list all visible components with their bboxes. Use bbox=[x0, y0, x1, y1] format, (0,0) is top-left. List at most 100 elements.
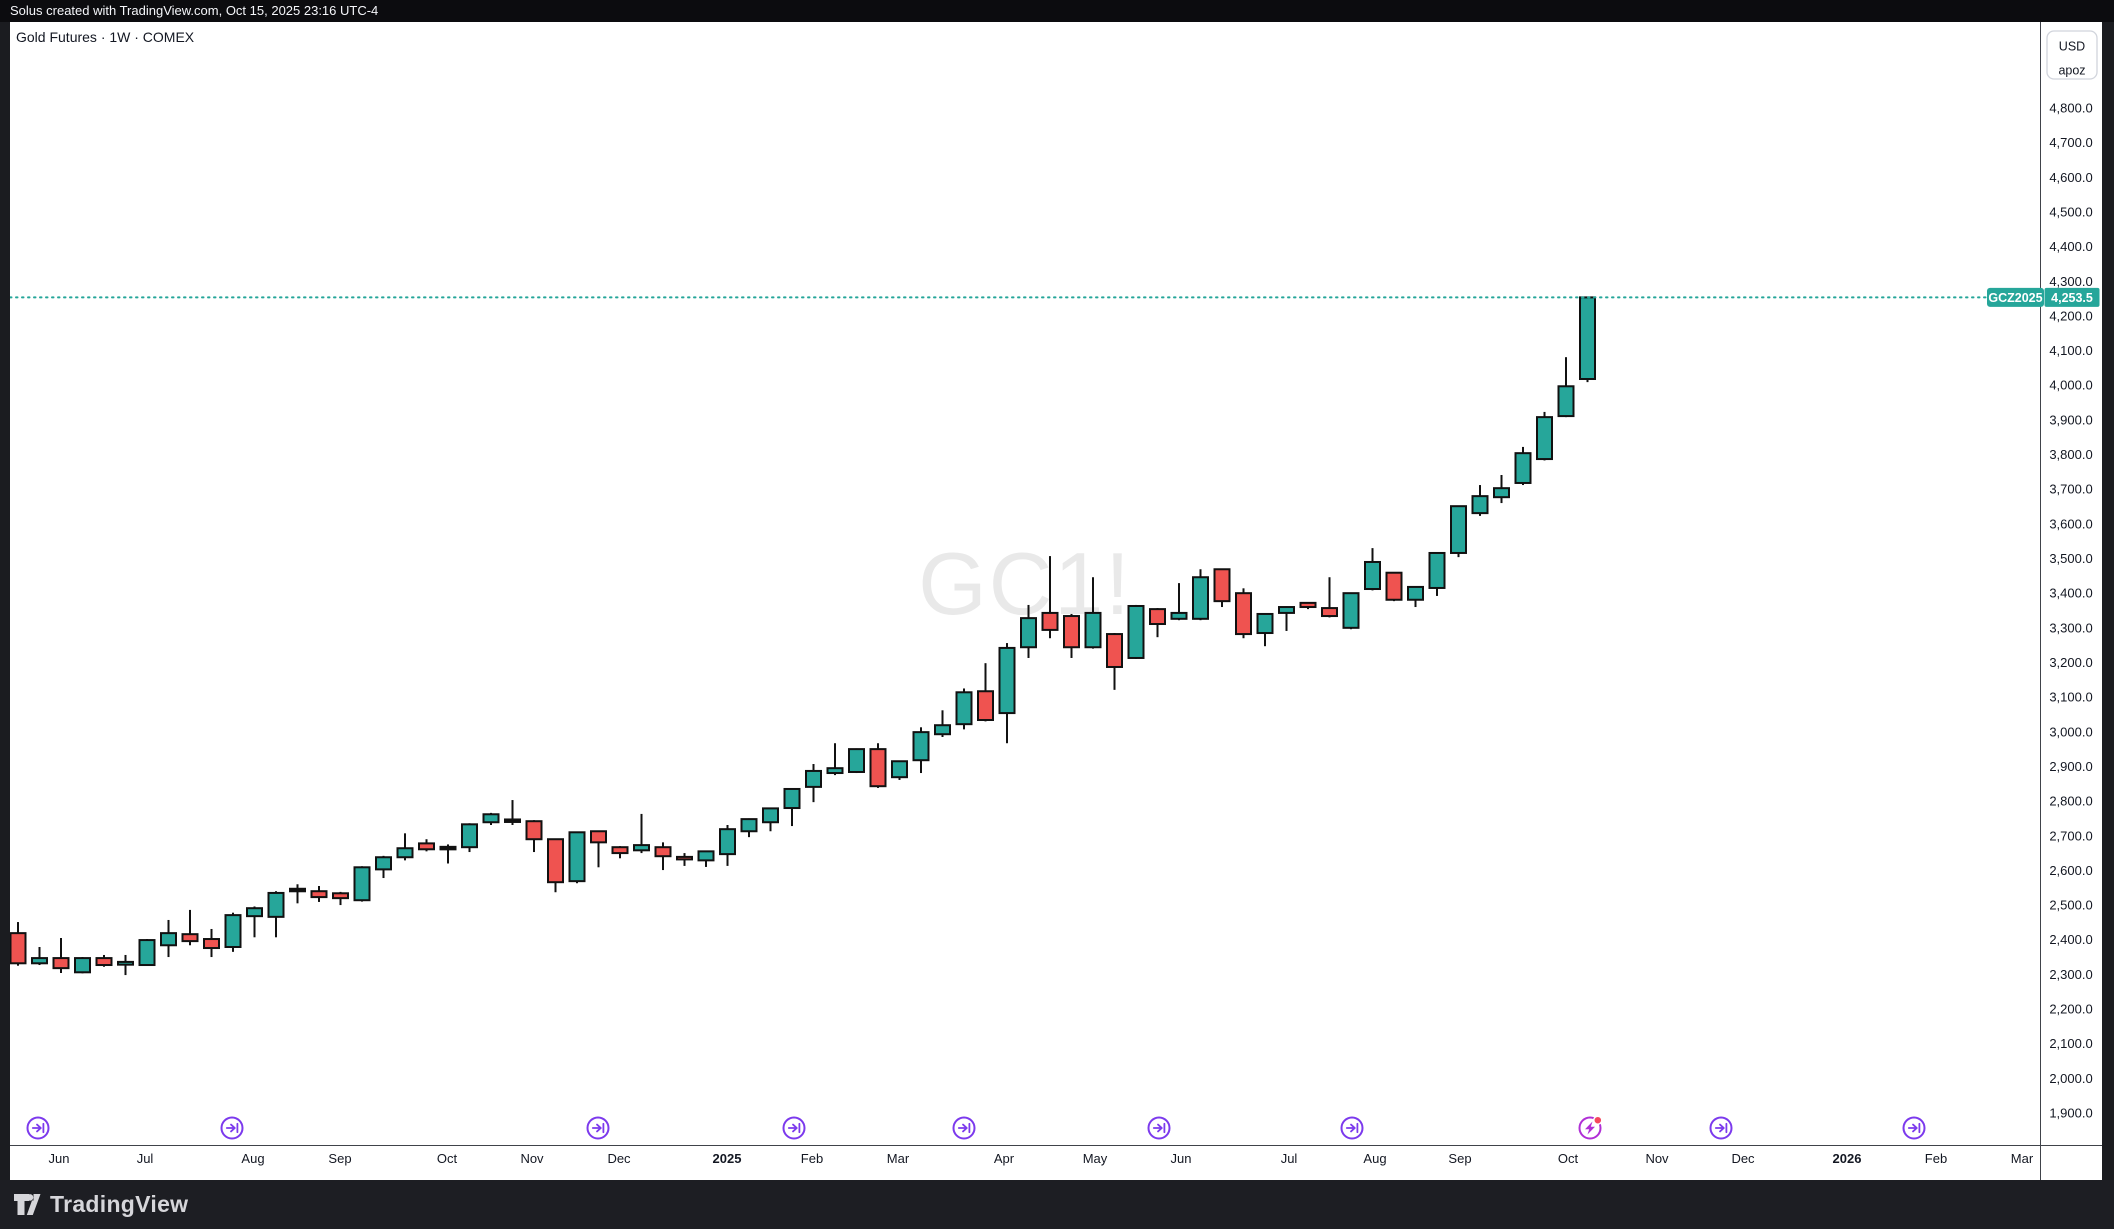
candle-body bbox=[654, 846, 672, 858]
candle-body bbox=[590, 830, 607, 844]
candle-body bbox=[869, 748, 887, 788]
candle-body bbox=[547, 838, 564, 884]
candle-body bbox=[1127, 604, 1145, 659]
price-tick-label: 4,600.0 bbox=[2049, 170, 2092, 185]
skip-arrow-glyph bbox=[1714, 1122, 1728, 1134]
price-tick-label: 2,400.0 bbox=[2049, 932, 2092, 947]
price-tick-label: 4,100.0 bbox=[2049, 343, 2092, 358]
candle-body bbox=[1213, 568, 1231, 603]
candle-body bbox=[1428, 551, 1446, 589]
candle-body bbox=[805, 769, 822, 788]
candle-body bbox=[418, 842, 435, 851]
candle-body bbox=[1020, 617, 1037, 649]
unit-currency: USD bbox=[2059, 40, 2085, 54]
price-tick-label: 2,800.0 bbox=[2049, 794, 2092, 809]
candle-body bbox=[762, 807, 779, 824]
skip-arrow-glyph bbox=[31, 1122, 45, 1134]
candle-body bbox=[611, 846, 629, 855]
price-tick-label: 3,900.0 bbox=[2049, 412, 2092, 427]
candle-body bbox=[1235, 592, 1252, 636]
candle-body bbox=[31, 957, 48, 965]
price-tick-label: 3,600.0 bbox=[2049, 516, 2092, 531]
price-tick-label: 3,200.0 bbox=[2049, 655, 2092, 670]
candle-body bbox=[224, 914, 242, 948]
price-tick-label: 2,900.0 bbox=[2049, 759, 2092, 774]
series-label: GCZ2025 bbox=[1988, 291, 2042, 305]
candle-body bbox=[246, 907, 263, 918]
current-price-label: 4,253.5 bbox=[2051, 291, 2093, 305]
month-label: Nov bbox=[1645, 1151, 1669, 1166]
month-label: Nov bbox=[520, 1151, 544, 1166]
candle-body bbox=[1385, 571, 1403, 601]
candle-body bbox=[461, 823, 478, 849]
candle-body bbox=[1063, 615, 1080, 649]
month-label: Oct bbox=[437, 1151, 458, 1166]
candle-body bbox=[1493, 487, 1510, 499]
month-label: Dec bbox=[1731, 1151, 1755, 1166]
candle-body bbox=[289, 887, 306, 893]
chart-pane[interactable] bbox=[10, 22, 2040, 1145]
skip-arrow-glyph bbox=[1345, 1122, 1359, 1134]
candle-body bbox=[633, 844, 650, 852]
candle-body bbox=[267, 891, 285, 918]
month-label: Feb bbox=[1925, 1151, 1947, 1166]
series-label-box bbox=[1987, 287, 2044, 307]
price-tick-label: 2,600.0 bbox=[2049, 863, 2092, 878]
month-label: Feb bbox=[801, 1151, 823, 1166]
price-tick-label: 3,400.0 bbox=[2049, 586, 2092, 601]
skip-arrow-glyph bbox=[591, 1122, 605, 1134]
candle-body bbox=[353, 866, 371, 902]
current-price-label-box bbox=[2044, 287, 2100, 307]
month-label: Mar bbox=[2011, 1151, 2034, 1166]
price-tick-label: 4,200.0 bbox=[2049, 308, 2092, 323]
month-label: Apr bbox=[994, 1151, 1015, 1166]
candle-body bbox=[1149, 608, 1166, 626]
candle-body bbox=[310, 890, 328, 899]
candle-body bbox=[568, 831, 586, 883]
candle-body bbox=[1407, 585, 1424, 601]
candle-body bbox=[1450, 505, 1467, 554]
candle-body bbox=[1256, 612, 1274, 635]
candle-body bbox=[891, 760, 908, 779]
candle-body bbox=[1514, 452, 1532, 484]
tradingview-logo[interactable]: TradingView bbox=[13, 1191, 188, 1218]
candle-body bbox=[396, 847, 414, 859]
candle-body bbox=[1041, 611, 1059, 631]
price-chart: 4,800.0 4,700.0 4,600.0 4,500.0 4,400.0 4,300… bbox=[10, 22, 2102, 1180]
price-tick-label: 3,000.0 bbox=[2049, 724, 2092, 739]
price-tick-label: 3,100.0 bbox=[2049, 690, 2092, 705]
chart-card: Gold Futures · 1W · COMEX GC1! 4,800.04,… bbox=[10, 22, 2102, 1180]
unit-measure: apoz bbox=[2058, 64, 2085, 78]
candle-body bbox=[955, 691, 973, 726]
candle-body bbox=[1084, 611, 1102, 649]
candle-body bbox=[1557, 385, 1575, 418]
skip-arrow-glyph bbox=[957, 1122, 971, 1134]
month-label: Jul bbox=[1281, 1151, 1298, 1166]
unit-badge bbox=[2046, 30, 2098, 80]
price-tick-label: 3,800.0 bbox=[2049, 447, 2092, 462]
month-label: 2026 bbox=[1833, 1151, 1862, 1166]
price-tick-label: 2,500.0 bbox=[2049, 898, 2092, 913]
candle-body bbox=[998, 646, 1016, 715]
candle-body bbox=[1471, 495, 1489, 515]
skip-arrow-glyph bbox=[225, 1122, 239, 1134]
bottom-bar: TradingView bbox=[0, 1180, 2114, 1229]
alert-notification-dot bbox=[1593, 1115, 1603, 1125]
candle-body bbox=[525, 820, 543, 841]
month-label: Oct bbox=[1558, 1151, 1579, 1166]
snapshot-caption: Solus created with TradingView.com, Oct … bbox=[10, 3, 379, 18]
skip-arrow-glyph bbox=[1907, 1122, 1921, 1134]
candle-body bbox=[783, 787, 801, 810]
candle-body bbox=[1106, 633, 1123, 668]
candle-body bbox=[719, 828, 736, 856]
candle-body bbox=[1364, 560, 1381, 591]
month-label: Sep bbox=[1448, 1151, 1471, 1166]
skip-arrow-glyph bbox=[1152, 1122, 1166, 1134]
candle-body bbox=[1536, 416, 1553, 461]
candle-body bbox=[375, 856, 392, 871]
month-label: Jun bbox=[49, 1151, 70, 1166]
tradingview-logo-text: TradingView bbox=[50, 1191, 189, 1217]
price-tick-label: 4,800.0 bbox=[2049, 101, 2092, 116]
price-tick-label: 2,100.0 bbox=[2049, 1036, 2092, 1051]
candle-body bbox=[482, 813, 500, 824]
